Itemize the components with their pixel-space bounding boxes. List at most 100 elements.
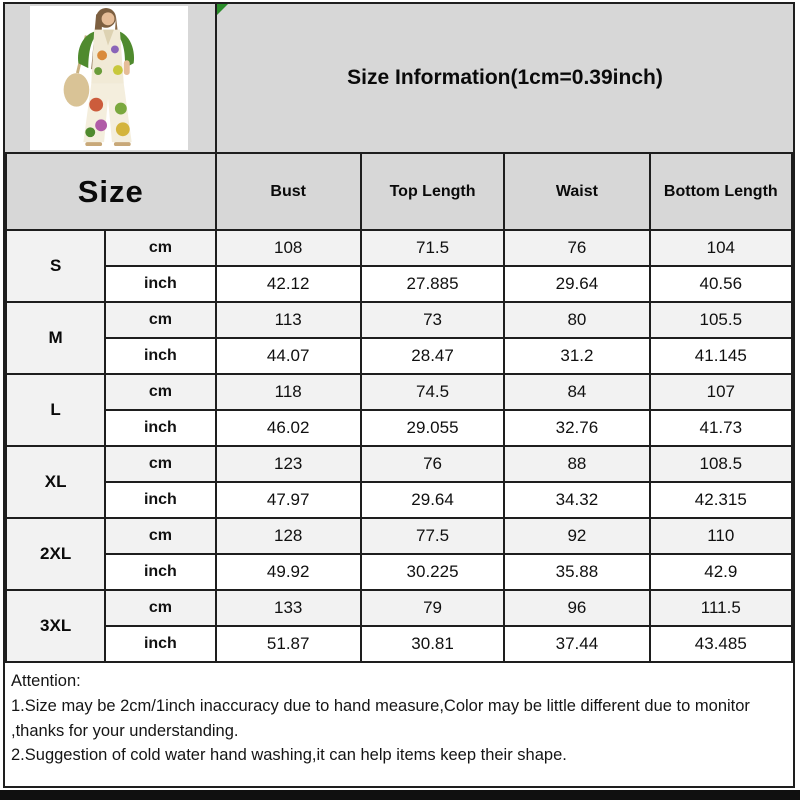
measurement-value: 51.87 bbox=[214, 625, 362, 663]
title-banner: Size Information(1cm=0.39inch) bbox=[217, 4, 793, 152]
measurement-value: 107 bbox=[648, 373, 794, 411]
product-photo bbox=[30, 6, 188, 150]
size-chart-frame: Size Information(1cm=0.39inch) Size Bust… bbox=[3, 2, 795, 788]
measurement-value: 40.56 bbox=[648, 265, 794, 303]
measurement-value: 105.5 bbox=[648, 301, 794, 339]
size-label: 2XL bbox=[4, 517, 107, 591]
measurement-value: 29.64 bbox=[503, 265, 651, 303]
measurement-value: 29.64 bbox=[359, 481, 506, 519]
measurement-value: 80 bbox=[503, 301, 651, 339]
measurement-value: 77.5 bbox=[359, 517, 506, 555]
measurement-value: 123 bbox=[214, 445, 362, 483]
measurement-value: 79 bbox=[359, 589, 506, 627]
table-row-2xl-cm: 2XL cm 128 77.5 92 110 bbox=[4, 517, 794, 591]
measurement-value: 108.5 bbox=[648, 445, 794, 483]
unit-label-cm: cm bbox=[104, 445, 217, 483]
unit-label-cm: cm bbox=[104, 229, 217, 267]
bottom-black-bar bbox=[0, 790, 800, 800]
measurement-value: 108 bbox=[214, 229, 362, 267]
size-label: S bbox=[4, 229, 107, 303]
measurement-value: 35.88 bbox=[503, 553, 651, 591]
column-header-bust: Bust bbox=[214, 152, 362, 231]
product-model-illustration bbox=[31, 6, 187, 150]
measurement-value: 104 bbox=[648, 229, 794, 267]
size-label: 3XL bbox=[4, 589, 107, 663]
measurement-value: 44.07 bbox=[214, 337, 362, 375]
column-header-waist: Waist bbox=[503, 152, 651, 231]
measurement-value: 92 bbox=[503, 517, 651, 555]
measurement-value: 42.9 bbox=[648, 553, 794, 591]
measurement-value: 96 bbox=[503, 589, 651, 627]
unit-label-inch: inch bbox=[104, 625, 217, 663]
page-title: Size Information(1cm=0.39inch) bbox=[347, 66, 663, 89]
measurement-value: 42.315 bbox=[648, 481, 794, 519]
unit-label-inch: inch bbox=[104, 553, 217, 591]
measurement-value: 73 bbox=[359, 301, 506, 339]
table-row-2xl-inch: inch 49.92 30.225 35.88 42.9 bbox=[6, 553, 794, 591]
measurement-value: 49.92 bbox=[214, 553, 362, 591]
unit-label-cm: cm bbox=[104, 373, 217, 411]
table-row-s-inch: inch 42.12 27.885 29.64 40.56 bbox=[6, 265, 794, 303]
measurement-value: 37.44 bbox=[503, 625, 651, 663]
table-row-3xl-inch: inch 51.87 30.81 37.44 43.485 bbox=[6, 625, 794, 663]
measurement-value: 118 bbox=[214, 373, 362, 411]
measurement-value: 47.97 bbox=[214, 481, 362, 519]
column-header-bottom-length: Bottom Length bbox=[648, 152, 794, 231]
attention-section: Attention: 1.Size may be 2cm/1inch inacc… bbox=[5, 663, 793, 768]
attention-heading: Attention: bbox=[11, 672, 81, 690]
measurement-value: 111.5 bbox=[648, 589, 794, 627]
unit-label-inch: inch bbox=[104, 265, 217, 303]
measurement-value: 71.5 bbox=[359, 229, 506, 267]
measurement-value: 32.76 bbox=[503, 409, 651, 447]
size-table-header: Size Bust Top Length Waist Bottom Length bbox=[5, 152, 794, 231]
measurement-value: 27.885 bbox=[359, 265, 506, 303]
measurement-value: 34.32 bbox=[503, 481, 651, 519]
unit-label-cm: cm bbox=[104, 517, 217, 555]
table-row-xl-inch: inch 47.97 29.64 34.32 42.315 bbox=[6, 481, 794, 519]
measurement-value: 30.81 bbox=[359, 625, 506, 663]
measurement-value: 41.145 bbox=[648, 337, 794, 375]
table-row-3xl-cm: 3XL cm 133 79 96 111.5 bbox=[4, 589, 794, 663]
measurement-value: 46.02 bbox=[214, 409, 362, 447]
table-row-l-inch: inch 46.02 29.055 32.76 41.73 bbox=[6, 409, 794, 447]
measurement-value: 113 bbox=[214, 301, 362, 339]
table-row-m-inch: inch 44.07 28.47 31.2 41.145 bbox=[6, 337, 794, 375]
column-header-size: Size bbox=[5, 152, 217, 231]
green-triangle-icon bbox=[217, 4, 228, 15]
measurement-value: 84 bbox=[503, 373, 651, 411]
header-row: Size Bust Top Length Waist Bottom Length bbox=[5, 152, 794, 231]
measurement-value: 110 bbox=[648, 517, 794, 555]
unit-label-cm: cm bbox=[104, 301, 217, 339]
attention-note-2: 2.Suggestion of cold water hand washing,… bbox=[11, 746, 567, 765]
product-photo-cell bbox=[5, 4, 217, 152]
top-banner-section: Size Information(1cm=0.39inch) bbox=[5, 4, 793, 152]
size-label: L bbox=[4, 373, 107, 447]
measurement-value: 41.73 bbox=[648, 409, 794, 447]
measurement-value: 128 bbox=[214, 517, 362, 555]
measurement-value: 43.485 bbox=[648, 625, 794, 663]
measurement-value: 76 bbox=[503, 229, 651, 267]
measurement-value: 28.47 bbox=[359, 337, 506, 375]
unit-label-inch: inch bbox=[104, 409, 217, 447]
column-header-top-length: Top Length bbox=[359, 152, 506, 231]
measurement-value: 74.5 bbox=[359, 373, 506, 411]
unit-label-inch: inch bbox=[104, 481, 217, 519]
table-row-xl-cm: XL cm 123 76 88 108.5 bbox=[4, 445, 794, 519]
measurement-value: 29.055 bbox=[359, 409, 506, 447]
measurement-value: 30.225 bbox=[359, 553, 506, 591]
unit-label-cm: cm bbox=[104, 589, 217, 627]
size-table: Size Bust Top Length Waist Bottom Length… bbox=[4, 152, 794, 663]
measurement-value: 88 bbox=[503, 445, 651, 483]
measurement-value: 31.2 bbox=[503, 337, 651, 375]
measurement-value: 76 bbox=[359, 445, 506, 483]
size-label: M bbox=[4, 301, 107, 375]
size-label: XL bbox=[4, 445, 107, 519]
measurement-value: 133 bbox=[214, 589, 362, 627]
measurement-value: 42.12 bbox=[214, 265, 362, 303]
attention-note-1: 1.Size may be 2cm/1inch inaccuracy due t… bbox=[11, 696, 750, 740]
unit-label-inch: inch bbox=[104, 337, 217, 375]
